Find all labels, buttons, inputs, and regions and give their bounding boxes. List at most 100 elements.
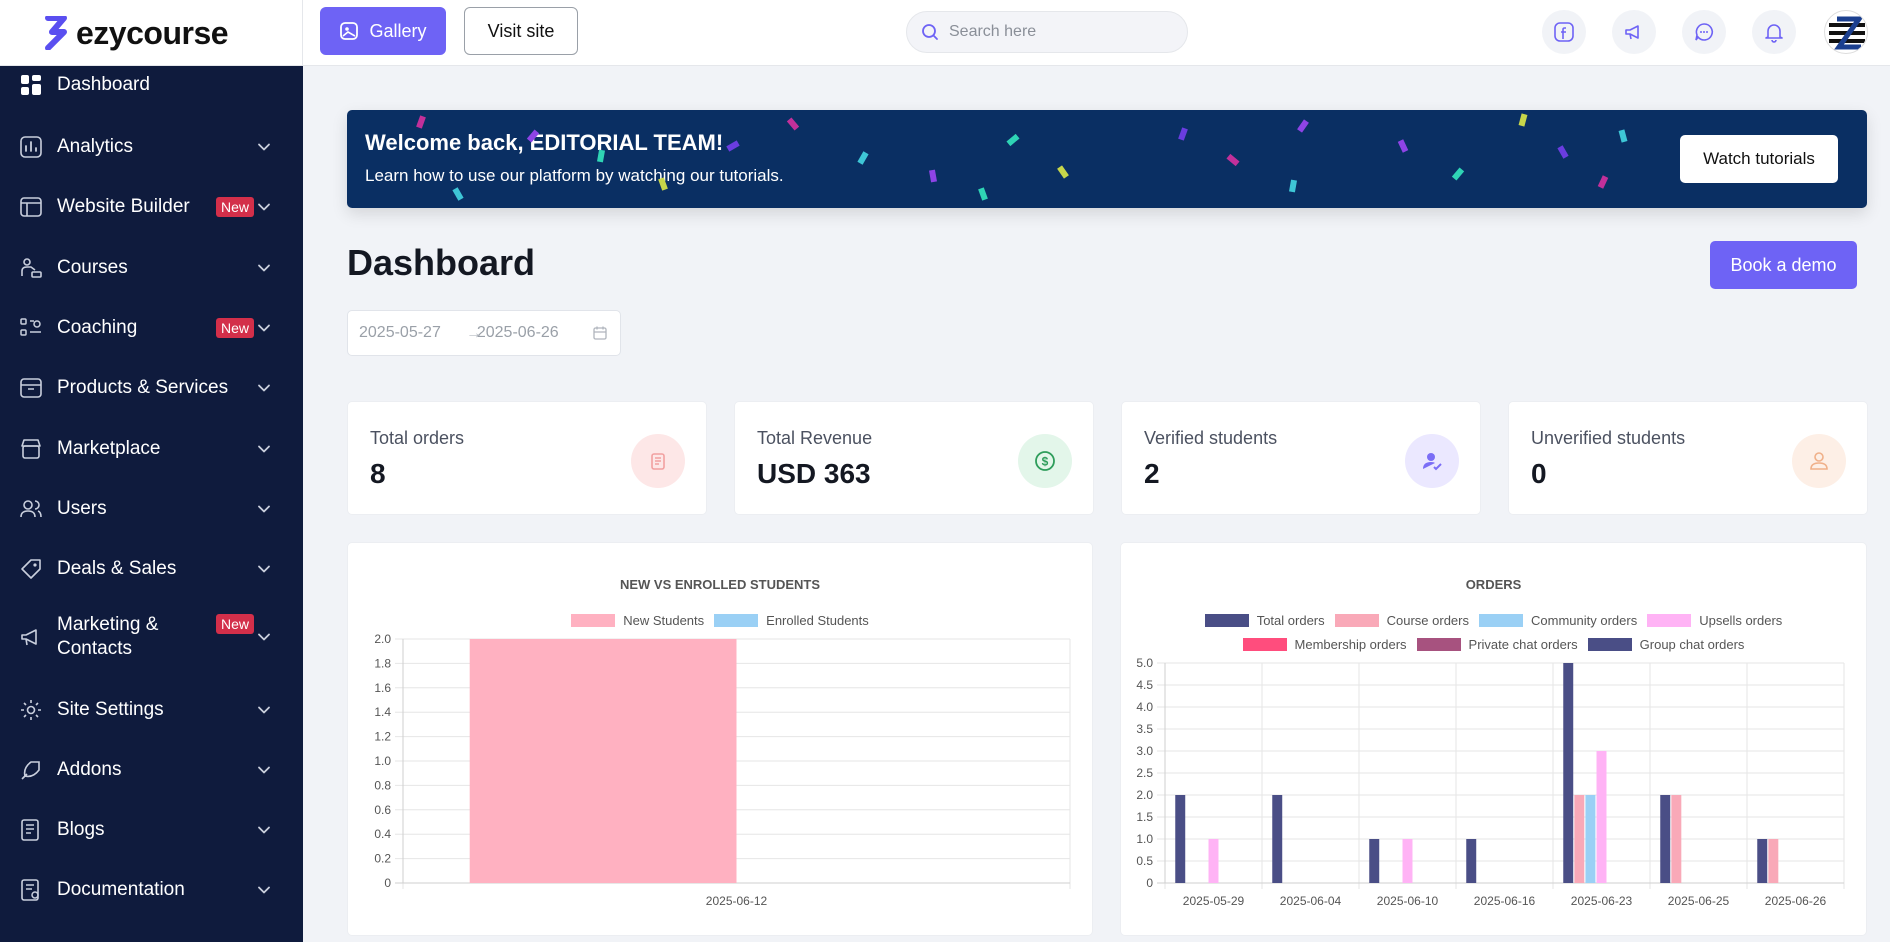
bar-total-orders-2025-06-10[interactable] <box>1369 839 1380 883</box>
bar-course-orders-2025-06-26[interactable] <box>1768 839 1779 883</box>
bar-total-orders-2025-06-26[interactable] <box>1757 839 1768 883</box>
sidebar-item-analytics[interactable]: Analytics <box>0 119 303 175</box>
date-range-picker[interactable]: 2025-05-27 → 2025-06-26 <box>347 310 621 356</box>
sidebar-item-dashboard[interactable]: Dashboard <box>0 66 303 113</box>
legend-item[interactable]: Group chat orders <box>1587 637 1744 652</box>
megaphone-icon <box>1625 25 1639 40</box>
sidebar-item-site-settings[interactable]: Site Settings <box>0 682 303 738</box>
sidebar-item-users[interactable]: Users <box>0 481 303 537</box>
bar-new-students-2025-06-12[interactable] <box>469 639 737 883</box>
bar-total-orders-2025-05-29[interactable] <box>1175 795 1186 883</box>
bar-course-orders-2025-06-25[interactable] <box>1671 795 1682 883</box>
chat-button[interactable] <box>1682 10 1726 54</box>
sidebar-item-marketplace[interactable]: Marketplace <box>0 421 303 477</box>
notifications-button[interactable] <box>1752 10 1796 54</box>
legend-label: Upsells orders <box>1699 613 1783 628</box>
visit-site-label: Visit site <box>487 20 555 41</box>
bar-upsells-orders-2025-06-10[interactable] <box>1402 839 1413 883</box>
deals-icon <box>18 556 44 582</box>
orders-chart: 0 0.5 1.0 1.5 2.0 2.5 3.0 3.5 4.0 4.5 5.0 2025-05-2… <box>1136 656 1845 908</box>
confetti-decoration <box>416 115 426 129</box>
legend-swatch <box>1479 614 1523 627</box>
legend-item[interactable]: Course orders <box>1334 613 1469 628</box>
x-tick-label: 2025-06-25 <box>1668 894 1730 908</box>
legend-item[interactable]: Private chat orders <box>1416 637 1578 652</box>
confetti-decoration <box>1226 153 1240 167</box>
website-builder-icon <box>18 194 44 220</box>
sidebar-item-addons[interactable]: Addons <box>0 742 303 798</box>
chevron-down-icon[interactable] <box>256 882 272 898</box>
orders-chart-card: ORDERS Total orders Course orders Communit… <box>1120 542 1867 936</box>
chevron-down-icon[interactable] <box>256 629 272 645</box>
date-start[interactable]: 2025-05-27 <box>359 324 441 341</box>
sidebar-item-website-builder[interactable]: Website Builder New <box>0 179 303 235</box>
bar-upsells-orders-2025-05-29[interactable] <box>1208 839 1219 883</box>
sidebar-item-courses[interactable]: Courses <box>0 240 303 296</box>
legend-item[interactable]: Total orders <box>1204 613 1325 628</box>
stat-value: 8 <box>370 458 386 489</box>
sidebar-item-deals-sales[interactable]: Deals & Sales <box>0 541 303 597</box>
bar-total-orders-2025-06-23[interactable] <box>1563 663 1574 883</box>
legend-item[interactable]: Enrolled Students <box>714 613 869 628</box>
chevron-down-icon[interactable] <box>256 380 272 396</box>
y-tick-label: 2.5 <box>1136 766 1153 780</box>
visit-site-button[interactable]: Visit site <box>464 7 578 55</box>
marketplace-icon <box>18 436 44 462</box>
chevron-down-icon[interactable] <box>256 822 272 838</box>
gallery-button[interactable]: Gallery <box>320 7 446 55</box>
banner-subtitle: Learn how to use our platform by watchin… <box>365 166 784 185</box>
legend-item[interactable]: New Students <box>571 613 704 628</box>
legend-item[interactable]: Upsells orders <box>1647 613 1782 628</box>
products-icon <box>18 375 44 401</box>
chevron-down-icon[interactable] <box>256 260 272 276</box>
watch-tutorials-button[interactable]: Watch tutorials <box>1680 135 1838 183</box>
legend-item[interactable]: Membership orders <box>1242 637 1407 652</box>
brand-logo[interactable]: ezycourse <box>0 0 303 66</box>
search-box[interactable] <box>906 11 1188 53</box>
confetti-decoration <box>1557 145 1569 159</box>
chat-icon <box>1695 23 1713 41</box>
bar-total-orders-2025-06-04[interactable] <box>1272 795 1283 883</box>
facebook-button[interactable] <box>1542 10 1586 54</box>
addons-icon <box>18 757 44 783</box>
chevron-down-icon[interactable] <box>256 702 272 718</box>
sidebar-item-blogs[interactable]: Blogs <box>0 802 303 858</box>
sidebar-item-label: Analytics <box>57 136 134 157</box>
x-tick-label: 2025-06-26 <box>1765 894 1827 908</box>
chevron-down-icon[interactable] <box>256 441 272 457</box>
bar-community-orders-2025-06-23[interactable] <box>1585 795 1596 883</box>
calendar-icon <box>593 326 607 340</box>
coaching-icon <box>18 315 44 341</box>
legend-swatch <box>1416 638 1461 651</box>
chevron-down-icon[interactable] <box>256 139 272 155</box>
legend-item[interactable]: Community orders <box>1479 613 1637 628</box>
date-end[interactable]: 2025-06-26 <box>476 324 559 341</box>
stat-value: 2 <box>1144 458 1160 489</box>
sidebar-item-label: Documentation <box>57 879 185 900</box>
y-tick-label: 4.0 <box>1136 700 1153 714</box>
sidebar-item-products-services[interactable]: Products & Services <box>0 360 303 416</box>
legend-swatch <box>714 614 759 627</box>
sidebar-item-marketing[interactable]: Marketing & Contacts New <box>0 605 303 669</box>
book-demo-button[interactable]: Book a demo <box>1710 241 1857 289</box>
announcements-button[interactable] <box>1612 10 1656 54</box>
chevron-down-icon[interactable] <box>256 320 272 336</box>
chevron-down-icon[interactable] <box>256 501 272 517</box>
legend-swatch <box>1647 614 1692 627</box>
chevron-down-icon[interactable] <box>256 561 272 577</box>
legend-label: Course orders <box>1386 613 1469 628</box>
search-input[interactable] <box>949 23 1169 41</box>
sidebar-item-documentation[interactable]: Documentation <box>0 862 303 918</box>
avatar[interactable] <box>1824 10 1868 54</box>
bar-total-orders-2025-06-16[interactable] <box>1466 839 1477 883</box>
bar-course-orders-2025-06-23[interactable] <box>1574 795 1585 883</box>
chevron-down-icon[interactable] <box>256 199 272 215</box>
users-icon <box>18 496 44 522</box>
bar-upsells-orders-2025-06-23[interactable] <box>1596 751 1607 883</box>
chevron-down-icon[interactable] <box>256 762 272 778</box>
x-tick-label: 2025-06-16 <box>1474 894 1536 908</box>
bar-total-orders-2025-06-25[interactable] <box>1660 795 1671 883</box>
page-title: Dashboard <box>347 242 536 283</box>
sidebar-item-coaching[interactable]: Coaching New <box>0 300 303 356</box>
sidebar-item-label: Addons <box>57 759 122 780</box>
